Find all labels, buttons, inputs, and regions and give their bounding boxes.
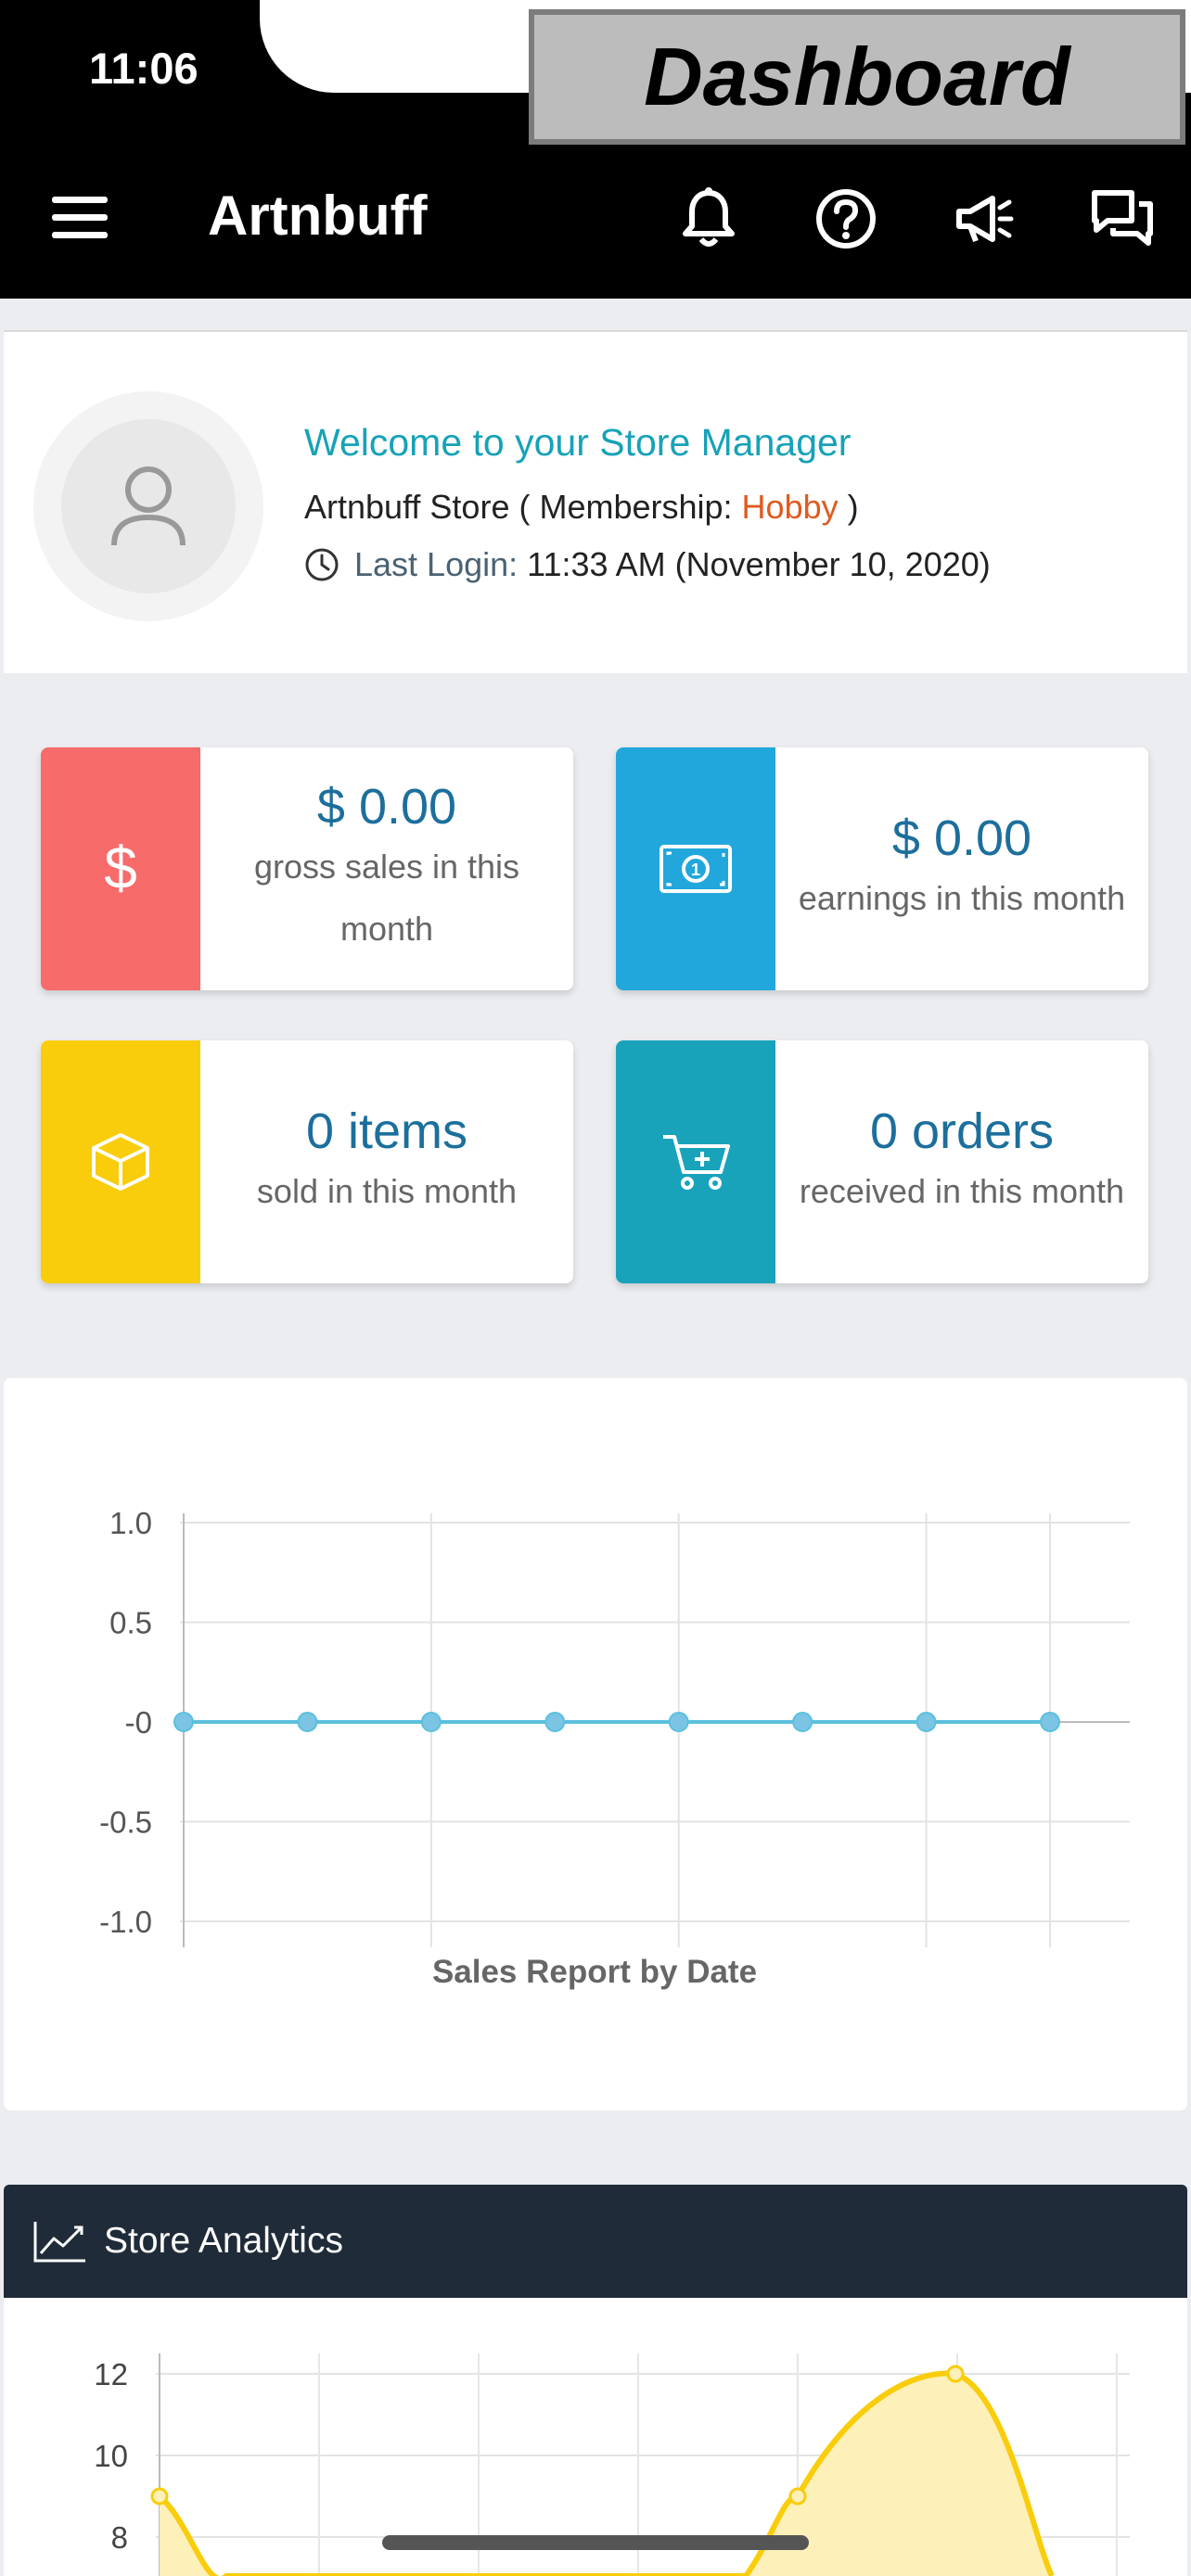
items-sold-value: 0 items xyxy=(305,1103,468,1159)
sales-y-tick-label: -1.0 xyxy=(99,1905,152,1939)
membership-link[interactable]: Hobby xyxy=(741,488,839,526)
chart-line-icon xyxy=(33,2222,85,2263)
banknote-icon: 1 xyxy=(660,845,732,893)
analytics-data-point xyxy=(150,2487,169,2506)
orders-value: 0 orders xyxy=(869,1103,1055,1159)
sales-y-tick-label: 0.5 xyxy=(109,1606,152,1640)
sales-report-panel: 1.0 0.5 -0 -0.5 -1.0 Sales Report by Date xyxy=(4,1378,1187,2111)
analytics-y-tick-label: 12 xyxy=(94,2357,128,2391)
analytics-chart-y-ticks: 12 10 8 xyxy=(94,2357,128,2555)
store-membership: Artnbuff Store ( Membership: Hobby ) xyxy=(304,488,859,527)
store-analytics-header[interactable]: Store Analytics xyxy=(4,2185,1187,2298)
orders-card[interactable]: 0 orders received in this month xyxy=(616,1040,1148,1283)
analytics-area-fill xyxy=(160,2373,1052,2576)
chat-icon[interactable] xyxy=(1087,184,1158,254)
items-sold-label: sold in this month xyxy=(256,1171,518,1210)
sales-y-tick-label: 1.0 xyxy=(109,1506,152,1540)
earnings-card[interactable]: 1 $ 0.00 earnings in this month xyxy=(616,747,1148,990)
sales-chart-grid xyxy=(180,1513,1130,1947)
sales-chart-series xyxy=(173,1712,1060,1732)
items-sold-icon-box xyxy=(41,1040,200,1283)
gross-sales-value: $ 0.00 xyxy=(316,779,457,835)
gross-sales-icon-box: $ xyxy=(41,747,200,990)
bell-icon[interactable] xyxy=(673,184,744,254)
sales-chart-y-ticks: 1.0 0.5 -0 -0.5 -1.0 xyxy=(99,1506,152,1939)
help-icon[interactable] xyxy=(811,184,881,254)
avatar[interactable] xyxy=(33,391,263,621)
sales-data-point xyxy=(916,1712,937,1732)
gross-sales-card[interactable]: $ $ 0.00 gross sales in this month xyxy=(41,747,573,990)
sales-y-tick-label: -0 xyxy=(125,1705,152,1740)
store-suffix: ) xyxy=(838,488,859,526)
svg-text:1: 1 xyxy=(691,861,700,879)
sales-data-point xyxy=(420,1712,442,1732)
dashboard-label: Dashboard xyxy=(529,9,1185,145)
megaphone-icon[interactable] xyxy=(950,184,1020,254)
svg-text:$: $ xyxy=(104,836,137,901)
sales-data-point xyxy=(173,1712,194,1732)
menu-icon[interactable] xyxy=(52,197,108,239)
profile-card: Welcome to your Store Manager Artnbuff S… xyxy=(4,330,1187,673)
sales-data-point xyxy=(792,1712,813,1732)
earnings-label: earnings in this month xyxy=(798,878,1126,917)
sales-chart-title: Sales Report by Date xyxy=(432,1954,757,1990)
sales-data-point xyxy=(544,1712,566,1732)
orders-label: received in this month xyxy=(799,1171,1125,1210)
dollar-icon: $ xyxy=(104,836,137,901)
store-analytics-chart-area: 12 10 8 xyxy=(4,2298,1187,2576)
last-login-label: Last Login: xyxy=(354,545,519,583)
analytics-y-tick-label: 8 xyxy=(111,2520,128,2555)
orders-icon-box xyxy=(616,1040,775,1283)
app-title: Artnbuff xyxy=(208,185,428,247)
gross-sales-label: gross sales in this month xyxy=(253,848,520,948)
earnings-icon-box: 1 xyxy=(616,747,775,990)
sales-data-point xyxy=(1040,1712,1060,1732)
store-analytics-chart: 12 10 8 xyxy=(94,2353,1130,2576)
store-analytics-title: Store Analytics xyxy=(104,2221,343,2261)
home-indicator xyxy=(382,2535,809,2550)
analytics-data-point xyxy=(946,2365,965,2383)
user-icon xyxy=(111,466,186,546)
analytics-data-point xyxy=(788,2487,807,2506)
last-login-value: 11:33 AM (November 10, 2020) xyxy=(527,545,991,583)
welcome-title: Welcome to your Store Manager xyxy=(304,421,852,464)
status-time: 11:06 xyxy=(89,44,198,93)
last-login: Last Login: 11:33 AM (November 10, 2020) xyxy=(304,545,991,584)
app-header: 11:06 Dashboard Artnbuff xyxy=(0,0,1191,299)
store-name: Artnbuff Store ( Membership: xyxy=(304,488,742,526)
sales-data-point xyxy=(668,1712,689,1732)
analytics-y-tick-label: 10 xyxy=(94,2439,128,2473)
items-sold-card[interactable]: 0 items sold in this month xyxy=(41,1040,573,1283)
earnings-value: $ 0.00 xyxy=(891,810,1032,866)
sales-data-point xyxy=(297,1712,318,1732)
sales-y-tick-label: -0.5 xyxy=(99,1805,152,1840)
box-icon xyxy=(92,1133,149,1191)
cart-icon xyxy=(663,1135,730,1190)
sales-report-chart: 1.0 0.5 -0 -0.5 -1.0 Sales Report by Date xyxy=(99,1506,1130,1990)
clock-icon xyxy=(305,548,339,581)
